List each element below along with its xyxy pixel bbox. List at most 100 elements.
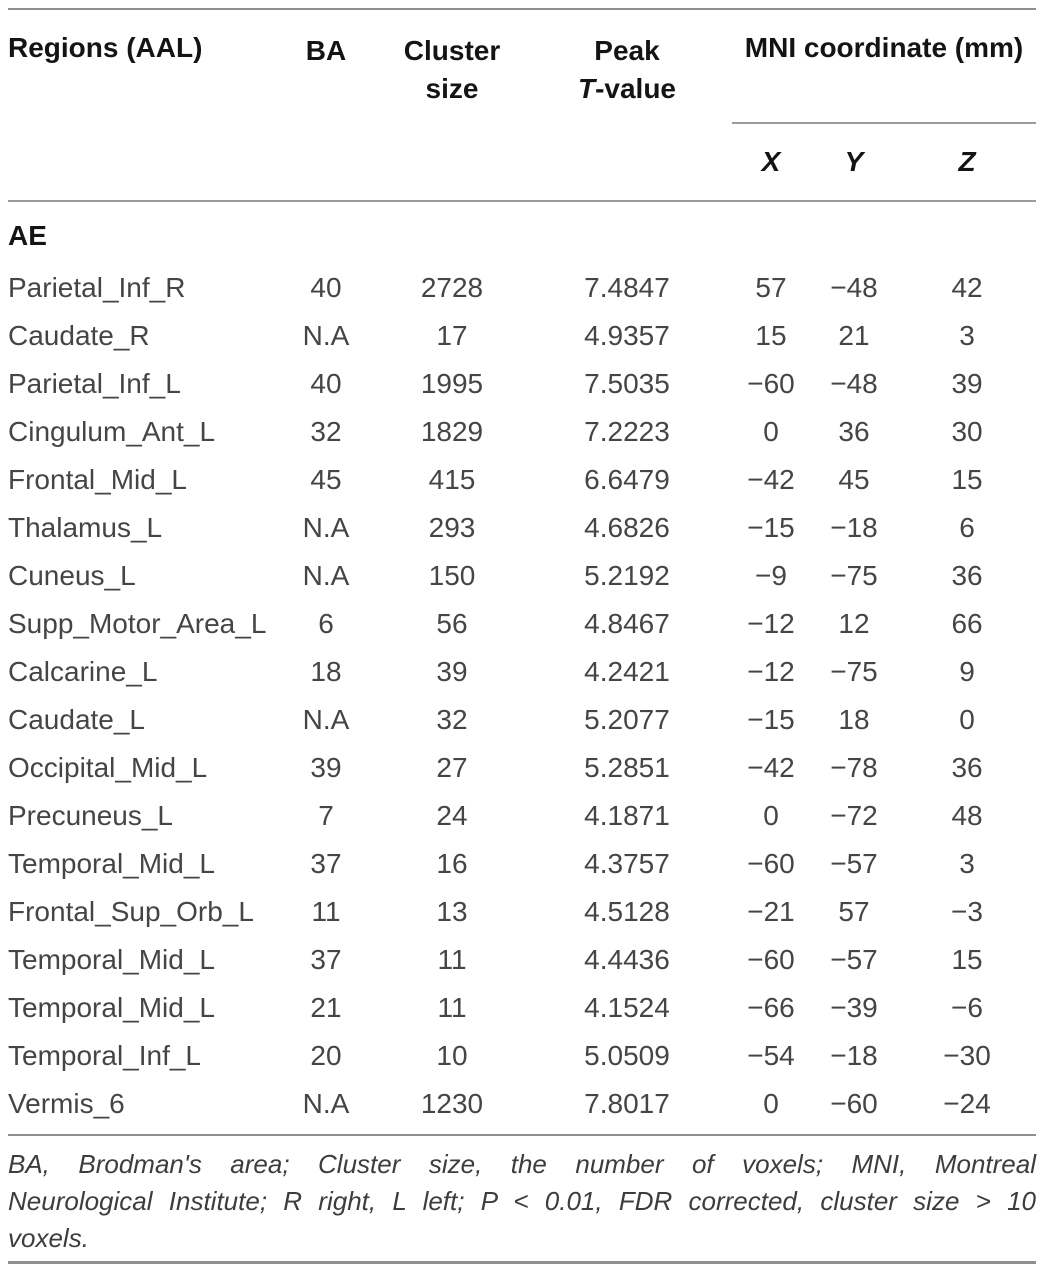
cell-region: Vermis_6 xyxy=(8,1088,125,1119)
cell-z: 48 xyxy=(951,800,983,831)
cell-ba: N.A xyxy=(302,704,350,735)
cell-region: Cuneus_L xyxy=(8,560,136,591)
cell-ba: 39 xyxy=(310,752,342,783)
cell-z: 15 xyxy=(951,944,983,975)
column-header-y: Y xyxy=(844,146,864,177)
cell-t: 7.4847 xyxy=(584,272,670,303)
cell-region: Cingulum_Ant_L xyxy=(8,416,216,447)
cell-y: −72 xyxy=(830,800,878,831)
cell-z: 66 xyxy=(951,608,983,639)
cell-cluster: 11 xyxy=(437,992,467,1023)
cell-t: 5.0509 xyxy=(584,1040,670,1071)
cell-cluster: 293 xyxy=(428,512,476,543)
section-header-row: AE xyxy=(8,200,1037,264)
cell-t: 4.2421 xyxy=(584,656,670,687)
table-row: Precuneus_L 7 24 4.1871 0 −72 48 xyxy=(8,792,1036,840)
cell-cluster: 16 xyxy=(436,848,468,879)
cell-y: −75 xyxy=(830,656,878,687)
cell-y: −39 xyxy=(830,992,878,1023)
cell-ba: 40 xyxy=(310,368,342,399)
cell-x: −21 xyxy=(747,896,795,927)
cell-x: −54 xyxy=(747,1040,795,1071)
table-row: Frontal_Mid_L 45 415 6.6479 −42 45 15 xyxy=(8,456,1036,504)
cell-x: 0 xyxy=(763,1088,779,1119)
cell-x: 15 xyxy=(755,320,787,351)
column-header-regions: Regions (AAL) xyxy=(8,32,203,63)
cell-cluster: 2728 xyxy=(420,272,484,303)
cell-region: Occipital_Mid_L xyxy=(8,752,208,783)
cell-x: −15 xyxy=(747,704,795,735)
cell-y: 36 xyxy=(838,416,870,447)
cell-region: Temporal_Mid_L xyxy=(8,992,215,1023)
peak-line2: T-value xyxy=(522,70,732,108)
column-header-x: X xyxy=(761,146,781,177)
cell-z: 36 xyxy=(951,752,983,783)
cell-x: −42 xyxy=(747,464,795,495)
cell-cluster: 17 xyxy=(436,320,468,351)
cell-z: 0 xyxy=(959,704,975,735)
cell-t: 7.2223 xyxy=(584,416,670,447)
cluster-size-line1: Cluster xyxy=(403,35,501,66)
cell-y: −18 xyxy=(830,1040,878,1071)
cell-y: −48 xyxy=(830,368,878,399)
table-row: Caudate_L N.A 32 5.2077 −15 18 0 xyxy=(8,696,1036,744)
cell-x: −12 xyxy=(747,656,795,687)
cell-y: 18 xyxy=(838,704,870,735)
cell-t: 4.4436 xyxy=(584,944,670,975)
t-value-rest: -value xyxy=(595,73,677,104)
column-header-cluster-size: Cluster size xyxy=(382,10,522,201)
cell-x: −66 xyxy=(747,992,795,1023)
cell-t: 4.9357 xyxy=(584,320,670,351)
cell-region: Caudate_L xyxy=(8,704,146,735)
cell-x: −9 xyxy=(755,560,787,591)
cell-region: Thalamus_L xyxy=(8,512,163,543)
table-row: Temporal_Mid_L 37 11 4.4436 −60 −57 15 xyxy=(8,936,1036,984)
column-header-peak-t-value: Peak T-value xyxy=(522,10,732,201)
cell-ba: N.A xyxy=(302,560,350,591)
cell-ba: 20 xyxy=(310,1040,342,1071)
cell-y: 12 xyxy=(838,608,870,639)
cell-t: 6.6479 xyxy=(584,464,670,495)
table-header: Regions (AAL) BA Cluster size Peak T-val… xyxy=(8,10,1037,201)
table-bottom-rule xyxy=(8,1134,1036,1136)
table-row: Occipital_Mid_L 39 27 5.2851 −42 −78 36 xyxy=(8,744,1036,792)
cell-t: 7.8017 xyxy=(584,1088,670,1119)
cell-ba: 37 xyxy=(310,848,342,879)
table-body: AE Parietal_Inf_R 40 2728 7.4847 57 −48 42 Caud… xyxy=(8,200,1037,1128)
cell-z: 42 xyxy=(951,272,983,303)
cell-z: 39 xyxy=(951,368,983,399)
cell-cluster: 11 xyxy=(437,944,467,975)
cell-region: Temporal_Inf_L xyxy=(8,1040,202,1071)
table-row: Temporal_Mid_L 21 11 4.1524 −66 −39 −6 xyxy=(8,984,1036,1032)
column-header-z: Z xyxy=(958,146,976,177)
cell-region: Frontal_Mid_L xyxy=(8,464,187,495)
cell-cluster: 1230 xyxy=(420,1088,484,1119)
table-row: Temporal_Inf_L 20 10 5.0509 −54 −18 −30 xyxy=(8,1032,1036,1080)
cell-cluster: 24 xyxy=(436,800,468,831)
cell-t: 4.1524 xyxy=(584,992,670,1023)
cell-ba: 7 xyxy=(318,800,334,831)
cell-x: −60 xyxy=(747,944,795,975)
table-row: Supp_Motor_Area_L 6 56 4.8467 −12 12 66 xyxy=(8,600,1036,648)
cell-x: −15 xyxy=(747,512,795,543)
table-row: Parietal_Inf_R 40 2728 7.4847 57 −48 42 xyxy=(8,264,1036,312)
cell-ba: N.A xyxy=(302,320,350,351)
cell-z: −24 xyxy=(943,1088,991,1119)
cell-ba: 11 xyxy=(311,896,341,927)
cell-ba: 32 xyxy=(310,416,342,447)
cell-x: 0 xyxy=(763,416,779,447)
cell-t: 5.2077 xyxy=(584,704,670,735)
footnote-line-2: Neurological Institute; R right, L left;… xyxy=(8,1186,1036,1216)
cell-region: Supp_Motor_Area_L xyxy=(8,608,267,639)
table-row: Cuneus_L N.A 150 5.2192 −9 −75 36 xyxy=(8,552,1036,600)
cell-y: −48 xyxy=(830,272,878,303)
cell-cluster: 415 xyxy=(428,464,476,495)
cell-t: 7.5035 xyxy=(584,368,670,399)
cell-cluster: 27 xyxy=(436,752,468,783)
cell-ba: 21 xyxy=(310,992,342,1023)
cell-y: −18 xyxy=(830,512,878,543)
cell-y: −60 xyxy=(830,1088,878,1119)
cell-z: 15 xyxy=(951,464,983,495)
cell-y: −78 xyxy=(830,752,878,783)
table-row: Temporal_Mid_L 37 16 4.3757 −60 −57 3 xyxy=(8,840,1036,888)
